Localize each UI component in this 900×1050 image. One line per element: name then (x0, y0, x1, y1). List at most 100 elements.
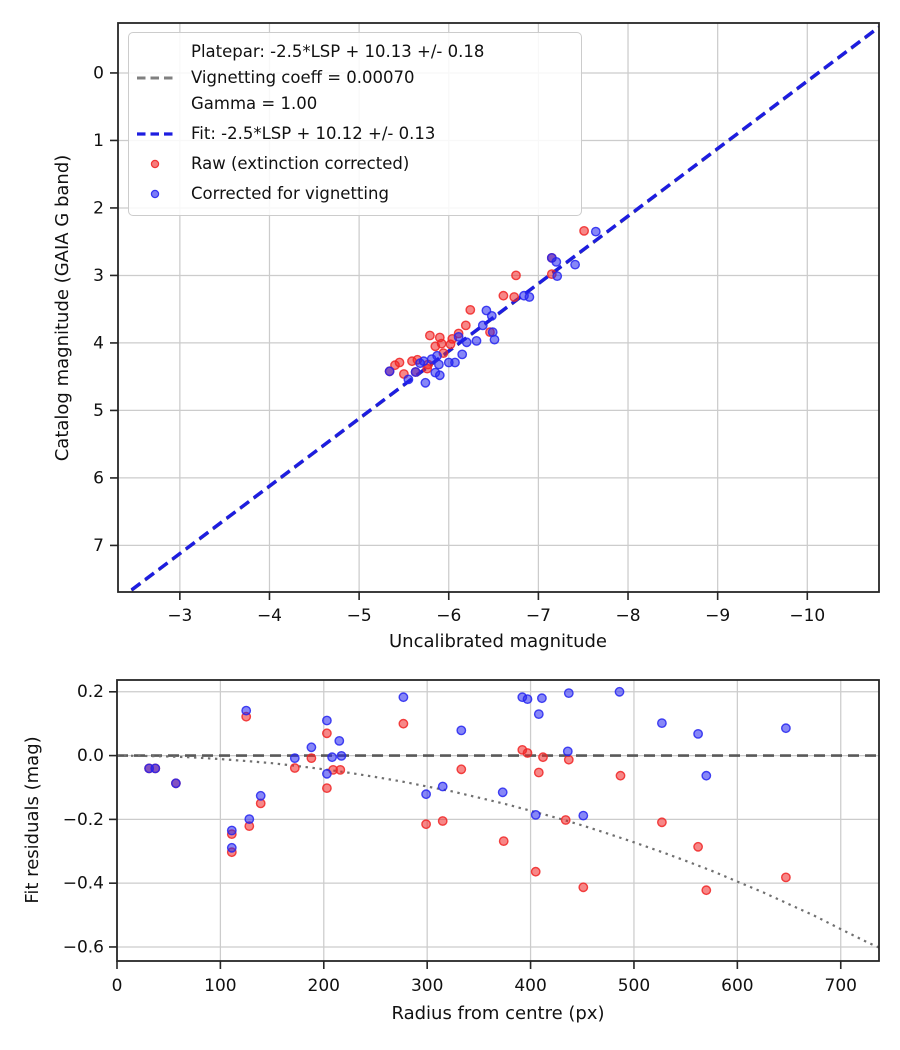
x-tick-label: −10 (789, 606, 825, 626)
x-tick-label: 300 (411, 976, 443, 996)
bottom-xlabel: Radius from centre (px) (391, 1003, 604, 1024)
bottom-chart: 0 100 200 300 400 500 600 700 0.2 0.0 −0.2 −0.4 −0.6… (22, 679, 880, 1024)
legend: Platepar: -2.5*LSP + 10.13 +/- 0.18 Vigne… (128, 32, 582, 216)
scatter-point (289, 753, 300, 763)
x-tick-label: −3 (167, 606, 192, 626)
red-dot-icon (150, 159, 160, 169)
scatter-point (498, 836, 509, 846)
scatter-point (241, 705, 252, 716)
scatter-point (384, 366, 395, 377)
scatter-point (437, 781, 448, 792)
scatter-point (398, 692, 409, 703)
x-tick-label: 0 (112, 976, 123, 996)
legend-handle-fit (136, 127, 176, 141)
top-xlabel: Uncalibrated magnitude (389, 631, 607, 652)
x-tick-label: −5 (347, 606, 372, 626)
scatter-point (533, 709, 544, 719)
scatter-point (522, 694, 533, 704)
scatter-point (498, 290, 509, 301)
scatter-point (410, 367, 421, 377)
scatter-point (465, 304, 476, 315)
y-tick-label: 6 (93, 468, 104, 488)
top-chart: −3 −4 −5 −6 −7 −8 −9 −10 0 1 2 3 4 5 6 7 Uncalibrated m… (52, 22, 880, 652)
legend-label-raw: Raw (extinction corrected) (191, 151, 409, 177)
scatter-point (150, 763, 161, 774)
axes-spines (116, 679, 880, 962)
scatter-point (424, 330, 435, 341)
ticks: 0 100 200 300 400 500 600 700 0.2 0.0 −0.2 −0.4 −0.6 (63, 682, 857, 996)
x-tick-label: −7 (526, 606, 551, 626)
scatter-point (497, 787, 508, 798)
legend-label-line: Platepar: -2.5*LSP + 10.13 +/- 0.18 (191, 42, 485, 61)
x-tick-label: −8 (615, 606, 640, 626)
scatter-point (522, 748, 533, 758)
x-tick-label: −4 (257, 606, 282, 626)
scatter-point (321, 768, 332, 779)
scatter-point (255, 790, 266, 801)
scatter-point (443, 357, 454, 368)
scatter-point (421, 789, 431, 800)
scatter-point (530, 866, 541, 877)
plot-area-content (117, 686, 879, 949)
scatter-point (407, 356, 417, 367)
legend-entry-platepar-info: Platepar: -2.5*LSP + 10.13 +/- 0.18 Vigne… (136, 39, 571, 117)
x-tick-label: 400 (514, 976, 546, 996)
bottom-ylabel: Fit residuals (mag) (22, 736, 43, 903)
scatter-point (546, 252, 557, 263)
corrected-scatter-series (384, 226, 601, 388)
scatter-point (533, 767, 544, 778)
raw-scatter-series (144, 711, 791, 896)
legend-label-line: Gamma = 1.00 (191, 94, 318, 113)
x-tick-label: −6 (436, 606, 461, 626)
scatter-point (457, 349, 468, 360)
bottom-chart-body: 0 100 200 300 400 500 600 700 0.2 0.0 −0.2 −0.4 −0.6 (63, 679, 880, 996)
scatter-point (701, 885, 712, 896)
y-tick-label: 7 (93, 536, 104, 556)
legend-label-platepar-info: Platepar: -2.5*LSP + 10.13 +/- 0.18 Vigne… (191, 39, 484, 117)
axes-spines (117, 22, 880, 593)
scatter-point (781, 723, 791, 734)
scatter-point (226, 825, 237, 836)
y-tick-label: 5 (93, 401, 104, 421)
scatter-point (306, 742, 317, 753)
x-tick-label: 200 (308, 976, 340, 996)
scatter-point (578, 810, 589, 821)
scatter-point (657, 817, 667, 828)
scatter-point (433, 359, 444, 370)
y-tick-label: 0.0 (77, 746, 104, 766)
x-tick-label: 500 (618, 976, 650, 996)
scatter-point (578, 882, 589, 893)
y-tick-label: 4 (93, 333, 104, 353)
scatter-point (306, 753, 317, 763)
y-tick-label: 2 (93, 198, 104, 218)
legend-label-line: Corrected for vignetting (191, 184, 389, 203)
y-tick-label: −0.4 (63, 874, 104, 894)
scatter-point (693, 841, 703, 852)
x-tick-label: −9 (705, 606, 730, 626)
raw-scatter-series (384, 225, 589, 379)
scatter-point (456, 764, 467, 775)
y-tick-label: −0.6 (63, 937, 104, 957)
scatter-point (390, 360, 400, 371)
scatter-point (226, 842, 237, 853)
legend-handle-corrected (136, 187, 176, 201)
scatter-point (615, 770, 626, 781)
scatter-point (430, 341, 441, 352)
ticks: −3 −4 −5 −6 −7 −8 −9 −10 0 1 2 3 4 5 6 7 (93, 63, 825, 626)
scatter-point (530, 810, 541, 820)
scatter-point (421, 819, 431, 830)
scatter-point (335, 765, 346, 775)
x-tick-label: 700 (825, 976, 857, 996)
scatter-point (334, 736, 345, 746)
scatter-point (453, 331, 464, 342)
scatter-point (489, 334, 500, 345)
scatter-point (486, 310, 497, 321)
scatter-point (426, 354, 437, 364)
scatter-point (590, 226, 601, 237)
legend-label-line: Vignetting coeff = 0.00070 (191, 68, 415, 87)
x-tick-label: 600 (721, 976, 753, 996)
scatter-point (562, 746, 573, 757)
scatter-point (434, 370, 445, 381)
